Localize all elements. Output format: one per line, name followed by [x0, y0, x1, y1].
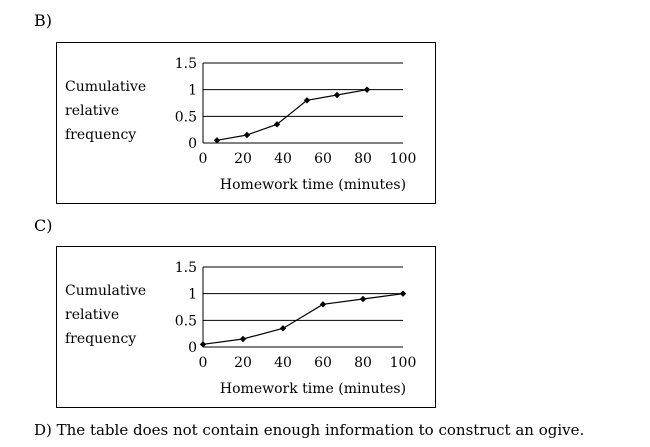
- series-line: [216, 89, 368, 141]
- chart-svg: 0 0.5 1 1.5 0 20 40 60 80 100 Cumulative relative fr…: [65, 56, 417, 193]
- ogive-chart-c: 0 0.5 1 1.5 0 20 40 60 80 100 Cumulative relative fr…: [56, 246, 436, 408]
- x-tick-label-4: 80: [354, 355, 372, 371]
- x-tick-label-0: 0: [199, 151, 208, 167]
- x-tick-label-2: 40: [274, 151, 292, 167]
- y-tick-label-0: 0: [188, 340, 197, 356]
- data-point-0: [213, 137, 221, 144]
- x-tick-label-4: 80: [354, 151, 372, 167]
- y-tick-label-0: 0: [188, 136, 197, 152]
- y-tick-label-2: 1: [188, 287, 197, 303]
- y-axis-label-line-0: Cumulative: [65, 79, 146, 95]
- data-point-4: [359, 295, 367, 303]
- y-axis-label-line-1: relative: [65, 103, 119, 119]
- ogive-chart-b: 0 0.5 1 1.5 0 20 40 60 80 100 Cumulative relative fr…: [56, 42, 436, 204]
- y-axis-label-line-2: frequency: [65, 127, 136, 143]
- data-point-3: [303, 97, 311, 104]
- chart-svg: 0 0.5 1 1.5 0 20 40 60 80 100 Cumulative relative fr…: [65, 260, 417, 397]
- data-point-5: [399, 290, 407, 297]
- data-point-2: [279, 325, 287, 332]
- y-tick-label-1: 0.5: [175, 313, 197, 329]
- x-axis-label: Homework time (minutes): [220, 177, 406, 193]
- option-b-label: B): [34, 11, 52, 30]
- data-point-2: [273, 121, 281, 128]
- data-point-1: [243, 131, 251, 139]
- y-axis-label-line-2: frequency: [65, 331, 136, 347]
- x-tick-label-5: 100: [390, 151, 417, 167]
- data-point-5: [363, 86, 371, 93]
- y-tick-label-1: 0.5: [175, 109, 197, 125]
- data-point-4: [333, 91, 341, 99]
- data-point-3: [319, 301, 327, 308]
- data-point-1: [239, 335, 247, 343]
- option-c-label: C): [34, 216, 53, 235]
- x-tick-label-3: 60: [314, 355, 332, 371]
- data-point-0: [199, 341, 207, 348]
- y-tick-label-2: 1: [188, 83, 197, 99]
- x-tick-label-3: 60: [314, 151, 332, 167]
- y-axis-label-line-1: relative: [65, 307, 119, 323]
- x-tick-label-5: 100: [390, 355, 417, 371]
- series-line: [202, 293, 404, 345]
- x-tick-label-1: 20: [234, 151, 252, 167]
- x-tick-label-1: 20: [234, 355, 252, 371]
- x-tick-label-0: 0: [199, 355, 208, 371]
- y-tick-label-3: 1.5: [175, 56, 197, 72]
- y-tick-label-3: 1.5: [175, 260, 197, 276]
- y-axis-label-line-0: Cumulative: [65, 283, 146, 299]
- option-d-text: D) The table does not contain enough inf…: [34, 421, 585, 439]
- x-axis-label: Homework time (minutes): [220, 381, 406, 397]
- x-tick-label-2: 40: [274, 355, 292, 371]
